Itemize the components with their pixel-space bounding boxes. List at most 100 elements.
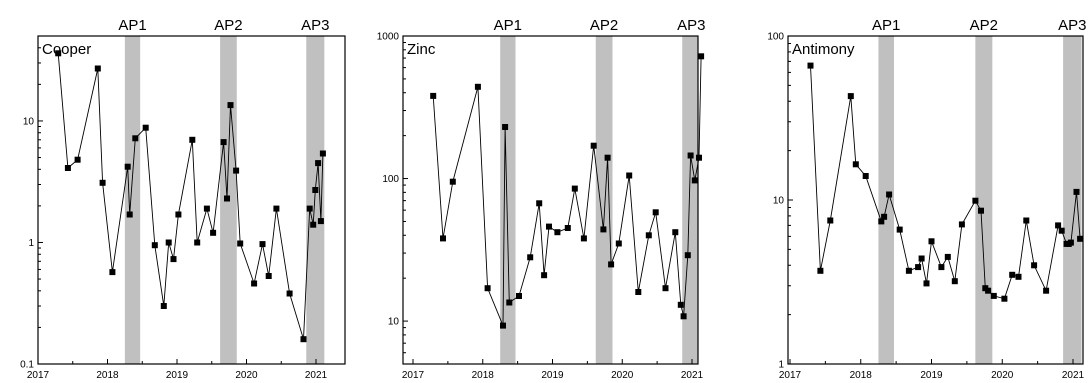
data-point — [918, 255, 925, 262]
data-point — [691, 177, 698, 184]
x-tick-label: 2019 — [541, 370, 564, 381]
data-point — [132, 135, 139, 142]
plot-frame — [37, 35, 346, 365]
data-point — [615, 240, 622, 247]
data-point — [306, 205, 313, 212]
data-point — [564, 225, 571, 231]
data-point — [541, 272, 548, 279]
x-tick-label: 2018 — [472, 370, 495, 381]
period-label-ap1: AP1 — [872, 17, 900, 34]
data-point — [817, 267, 824, 274]
data-point — [951, 278, 958, 285]
data-point — [677, 301, 684, 308]
data-point — [896, 226, 903, 233]
data-point — [1073, 188, 1080, 195]
x-tick-label: 2021 — [681, 370, 704, 381]
y-tick-label: 1000 — [377, 32, 400, 43]
data-point — [938, 264, 945, 271]
data-point — [1055, 222, 1062, 229]
data-point — [1023, 217, 1030, 224]
data-point — [194, 239, 201, 246]
plot-frame — [402, 35, 699, 365]
y-tick-label: 1 — [28, 238, 34, 249]
data-point — [915, 264, 922, 271]
period-label-ap3: AP3 — [677, 17, 705, 34]
period-label-ap2: AP2 — [590, 17, 618, 34]
y-tick-label: 0.1 — [20, 360, 34, 371]
x-tick-label: 2019 — [166, 370, 189, 381]
period-label-ap1: AP1 — [494, 17, 522, 34]
data-point — [237, 240, 244, 247]
data-point — [265, 273, 272, 279]
data-point — [958, 221, 965, 228]
x-tick-label: 2020 — [991, 370, 1014, 381]
data-point — [972, 197, 979, 204]
data-point — [126, 211, 133, 218]
data-point — [546, 223, 552, 230]
chart-panel-2: AP1 AP2 AP3 10 100 1000 2017 2018 2019 2020 2021 Zi… — [377, 17, 706, 381]
data-point — [142, 124, 149, 131]
data-point — [300, 336, 307, 343]
data-point — [500, 322, 506, 329]
x-tick-label: 2020 — [611, 370, 634, 381]
data-point — [608, 261, 615, 268]
data-point — [1015, 273, 1022, 280]
data-point — [55, 50, 62, 57]
data-point — [923, 280, 930, 287]
data-point — [944, 253, 951, 260]
x-tick-label: 2021 — [305, 370, 328, 381]
data-point — [626, 172, 633, 179]
data-point — [319, 150, 326, 157]
data-point — [852, 161, 859, 168]
data-point — [684, 252, 691, 259]
period-label-ap2: AP2 — [970, 17, 998, 34]
data-point — [662, 285, 669, 292]
x-tick-label: 2018 — [850, 370, 873, 381]
data-point — [985, 287, 992, 294]
series-line — [57, 53, 324, 340]
data-point — [310, 221, 317, 228]
data-point — [886, 191, 893, 198]
x-tick-label: 2021 — [1062, 370, 1085, 381]
period-label-ap3: AP3 — [301, 17, 329, 34]
data-point — [64, 165, 71, 171]
data-point — [1067, 239, 1074, 246]
data-point — [527, 254, 534, 261]
period-label-ap3: AP3 — [1058, 17, 1086, 34]
y-tick-label: 100 — [767, 32, 784, 43]
data-point — [554, 229, 561, 236]
data-point — [1031, 262, 1038, 269]
data-point — [233, 167, 240, 174]
period-label-ap1: AP1 — [118, 17, 146, 34]
data-point — [165, 239, 172, 246]
chart-panel-1: AP1 AP2 AP3 0.1 1 10 2017 2018 2019 2020 2021 Coope… — [20, 17, 346, 381]
data-point — [807, 62, 814, 69]
data-point — [1001, 295, 1008, 302]
y-tick-label: 100 — [382, 174, 399, 185]
data-point — [506, 299, 513, 306]
x-tick-label: 2018 — [96, 370, 119, 381]
data-point — [474, 83, 481, 90]
data-point — [224, 195, 230, 202]
y-tick-label: 1 — [778, 360, 784, 371]
period-band-ap3 — [306, 36, 325, 364]
data-point — [590, 142, 597, 149]
data-point — [502, 124, 509, 130]
period-band-ap2 — [975, 36, 993, 364]
data-point — [220, 139, 227, 146]
data-point — [672, 229, 679, 236]
data-point — [160, 303, 167, 309]
data-point — [571, 185, 578, 192]
plot-frame — [787, 35, 1084, 365]
data-point — [175, 211, 182, 218]
data-point — [680, 313, 687, 320]
panel-title: Cooper — [42, 41, 91, 58]
data-point — [881, 213, 888, 220]
panel-title: Antimony — [792, 41, 855, 58]
data-point — [315, 160, 322, 167]
chart-panel-3: AP1 AP2 AP3 1 10 100 2017 2018 2019 2020 2021 Antim… — [767, 17, 1086, 381]
x-tick-label: 2017 — [402, 370, 425, 381]
data-point — [286, 290, 293, 297]
data-point — [536, 200, 543, 207]
data-point — [990, 292, 997, 299]
